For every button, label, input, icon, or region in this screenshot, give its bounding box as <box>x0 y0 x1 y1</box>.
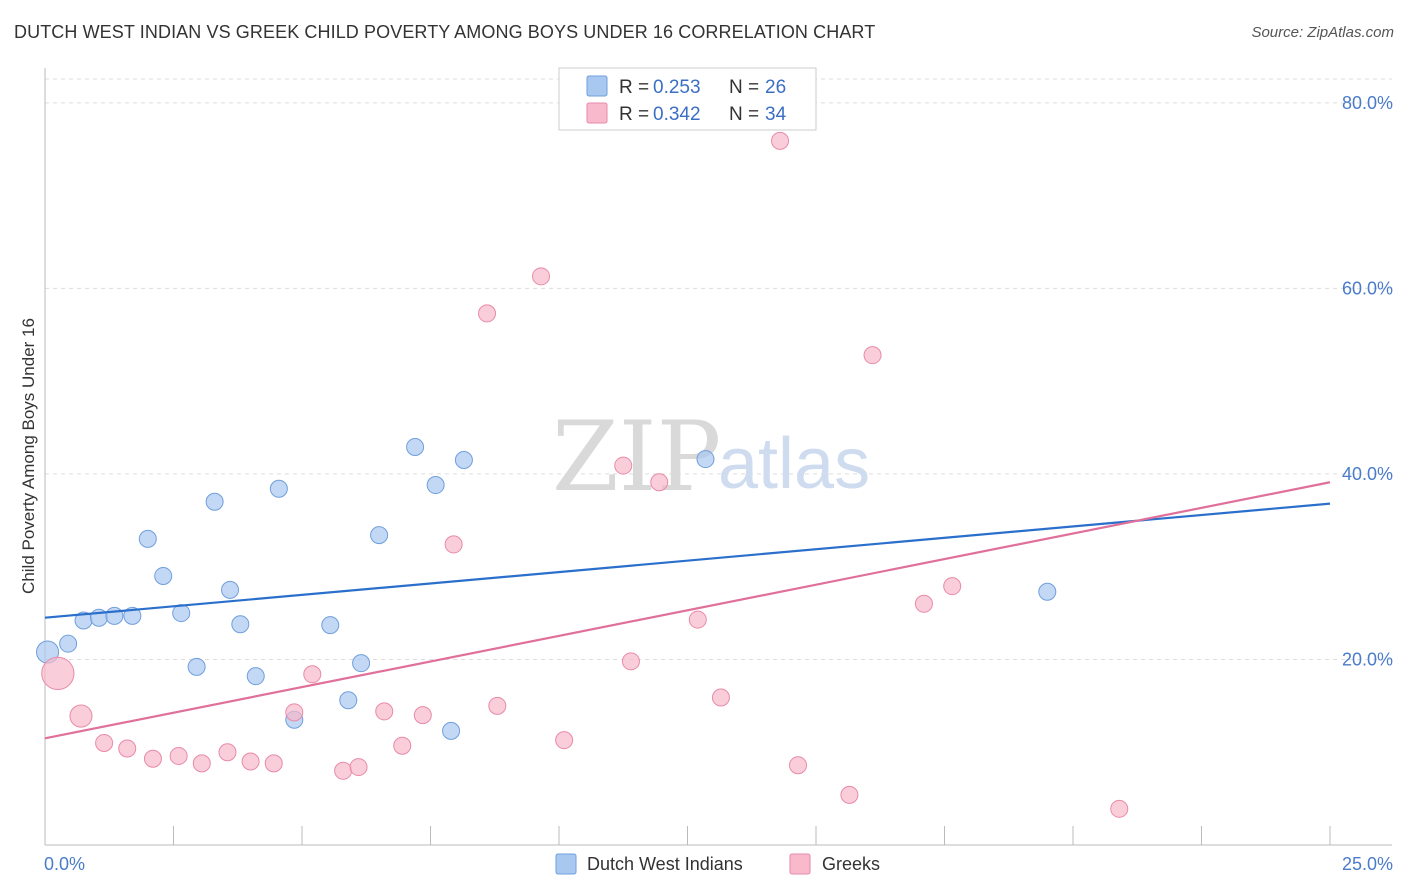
trend-line-dutch-west-indian <box>44 502 1331 619</box>
data-point-dutch-west-indian <box>406 438 425 457</box>
legend-n-value: 26 <box>765 77 786 98</box>
data-point-greek <box>285 703 304 722</box>
data-point-dutch-west-indian <box>221 580 240 599</box>
data-point-greek <box>444 535 463 554</box>
data-point-greek <box>711 688 730 707</box>
data-point-greek <box>349 758 368 777</box>
y-axis-label: Child Poverty Among Boys Under 16 <box>19 318 38 594</box>
data-point-dutch-west-indian <box>205 492 224 511</box>
legend-n-label: N = <box>729 104 759 125</box>
trend-lines <box>44 481 1331 740</box>
data-point-greek <box>478 304 497 323</box>
data-point-greek <box>789 756 808 775</box>
legend-swatch-blue <box>586 75 608 97</box>
data-point-dutch-west-indian <box>269 479 288 498</box>
y-tick-label: 40.0% <box>1342 464 1393 484</box>
data-point-dutch-west-indian <box>123 606 142 625</box>
data-point-greek <box>650 473 669 492</box>
watermark: ZIP atlas <box>552 401 870 513</box>
chart-title: DUTCH WEST INDIAN VS GREEK CHILD POVERTY… <box>14 22 876 42</box>
data-points <box>36 131 1129 818</box>
data-point-dutch-west-indian <box>105 606 124 625</box>
grid-lines <box>45 78 1392 660</box>
data-point-greek <box>771 131 790 150</box>
data-point-greek <box>241 752 260 771</box>
data-point-greek <box>614 456 633 475</box>
data-point-dutch-west-indian <box>370 526 389 545</box>
data-point-greek <box>943 577 962 596</box>
watermark-zip: ZIP <box>552 401 721 513</box>
trend-line-greek <box>44 481 1331 740</box>
data-point-greek <box>169 746 188 765</box>
bottom-legend-label: Dutch West Indians <box>587 854 743 874</box>
y-tick-label: 20.0% <box>1342 649 1393 669</box>
x-tick-label: 25.0% <box>1342 854 1393 874</box>
data-point-greek <box>218 743 237 762</box>
source-credit: Source: ZipAtlas.com <box>1251 24 1394 41</box>
data-point-dutch-west-indian <box>187 657 206 676</box>
legend-n-label: N = <box>729 77 759 98</box>
x-tick-label: 0.0% <box>44 854 85 874</box>
data-point-greek <box>69 704 93 728</box>
bottom-legend: Dutch West Indians Greeks <box>555 853 880 875</box>
y-tick-label: 60.0% <box>1342 278 1393 298</box>
legend-swatch-pink <box>586 102 608 124</box>
data-point-greek <box>118 739 137 758</box>
data-point-dutch-west-indian <box>138 529 157 548</box>
legend-r-label: R = <box>619 77 649 98</box>
axes <box>44 68 1392 846</box>
legend-r-value: 0.253 <box>653 77 701 98</box>
data-point-dutch-west-indian <box>339 691 358 710</box>
tick-labels: 20.0% 40.0% 60.0% 80.0% 0.0% 25.0% <box>44 93 1393 874</box>
bottom-legend-label: Greeks <box>822 854 880 874</box>
bottom-legend-swatch-pink <box>789 853 811 875</box>
data-point-greek <box>413 706 432 725</box>
data-point-greek <box>532 267 551 286</box>
data-point-dutch-west-indian <box>454 451 473 469</box>
data-point-dutch-west-indian <box>231 615 250 634</box>
data-point-greek <box>264 754 283 773</box>
bottom-legend-swatch-blue <box>555 853 577 875</box>
data-point-greek <box>1110 799 1129 818</box>
watermark-atlas: atlas <box>718 424 870 504</box>
data-point-greek <box>621 652 640 671</box>
data-point-dutch-west-indian <box>1038 582 1057 601</box>
data-point-greek <box>840 785 859 804</box>
data-point-dutch-west-indian <box>321 616 340 635</box>
data-point-dutch-west-indian <box>154 566 173 585</box>
data-point-dutch-west-indian <box>246 667 265 686</box>
data-point-greek <box>914 594 933 613</box>
data-point-dutch-west-indian <box>426 476 445 495</box>
data-point-dutch-west-indian <box>352 654 371 673</box>
legend: R = 0.253 N = 26 R = 0.342 N = 34 <box>558 67 817 131</box>
legend-r-label: R = <box>619 104 649 125</box>
data-point-greek <box>143 749 162 768</box>
data-point-greek <box>95 733 114 752</box>
y-tick-label: 80.0% <box>1342 93 1393 113</box>
data-point-greek <box>41 656 75 691</box>
data-point-greek <box>393 736 412 755</box>
data-point-dutch-west-indian <box>442 721 461 740</box>
data-point-greek <box>375 702 394 721</box>
legend-r-value: 0.342 <box>653 104 701 125</box>
data-point-greek <box>192 754 211 773</box>
data-point-greek <box>303 665 322 684</box>
data-point-dutch-west-indian <box>59 634 78 653</box>
data-point-greek <box>863 346 882 365</box>
data-point-greek <box>555 731 574 750</box>
data-point-greek <box>334 761 353 780</box>
legend-n-value: 34 <box>765 104 787 125</box>
data-point-greek <box>488 696 507 715</box>
data-point-dutch-west-indian <box>696 450 715 469</box>
data-point-greek <box>688 610 707 629</box>
